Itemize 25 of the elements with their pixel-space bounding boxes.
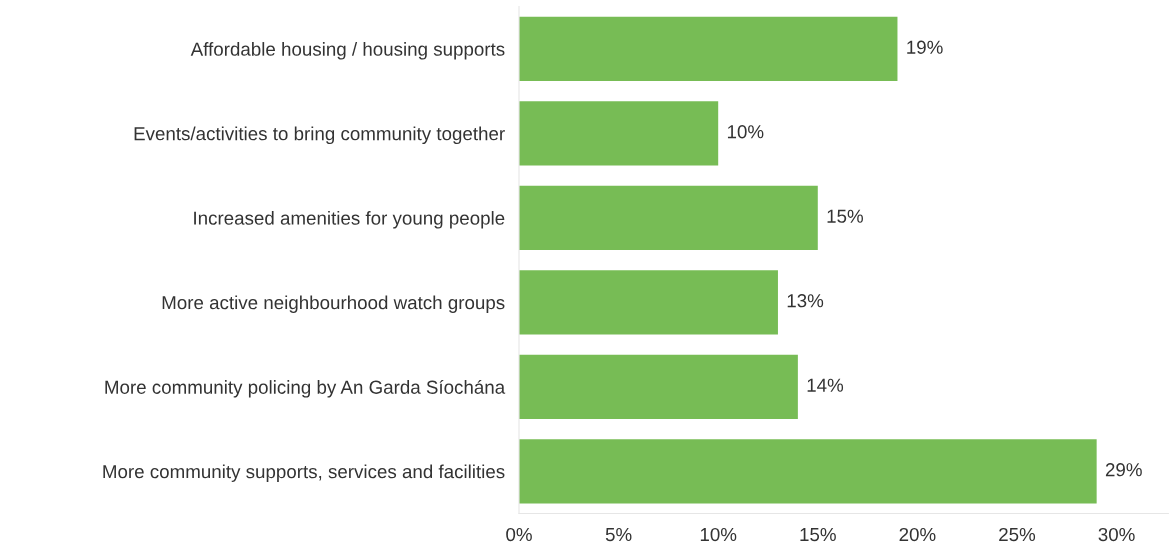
data-label: 19% [907, 40, 943, 54]
data-label: 13% [787, 294, 824, 308]
y-tick-label: Increased amenities for young people [194, 211, 505, 229]
y-tick-label: More community policing by An Garda Síochána [105, 379, 506, 398]
bar [519, 101, 719, 166]
y-tick-label: Events/activities to bring community together [134, 126, 505, 145]
x-tick-label: 20% [899, 527, 936, 542]
data-label: 14% [807, 378, 844, 392]
y-tick-label: More community supports, services and facilities [103, 464, 505, 482]
y-tick-label: More active neighbourhood watch groups [162, 295, 505, 313]
bar [519, 270, 778, 335]
x-tick-label: 10% [700, 527, 737, 542]
data-label: 15% [827, 209, 863, 223]
bar [519, 16, 898, 81]
data-label: 29% [1105, 463, 1142, 477]
data-label: 10% [727, 125, 764, 139]
bar [519, 439, 1097, 504]
x-tick-label: 15% [800, 528, 836, 542]
x-tick-label: 0% [506, 527, 532, 542]
y-tick-label: Affordable housing / housing supports [190, 42, 505, 60]
bar [519, 185, 818, 250]
bar [519, 354, 798, 419]
x-tick-label: 25% [999, 527, 1036, 542]
x-tick-label: 5% [605, 528, 632, 542]
x-tick-label: 30% [1098, 527, 1135, 542]
